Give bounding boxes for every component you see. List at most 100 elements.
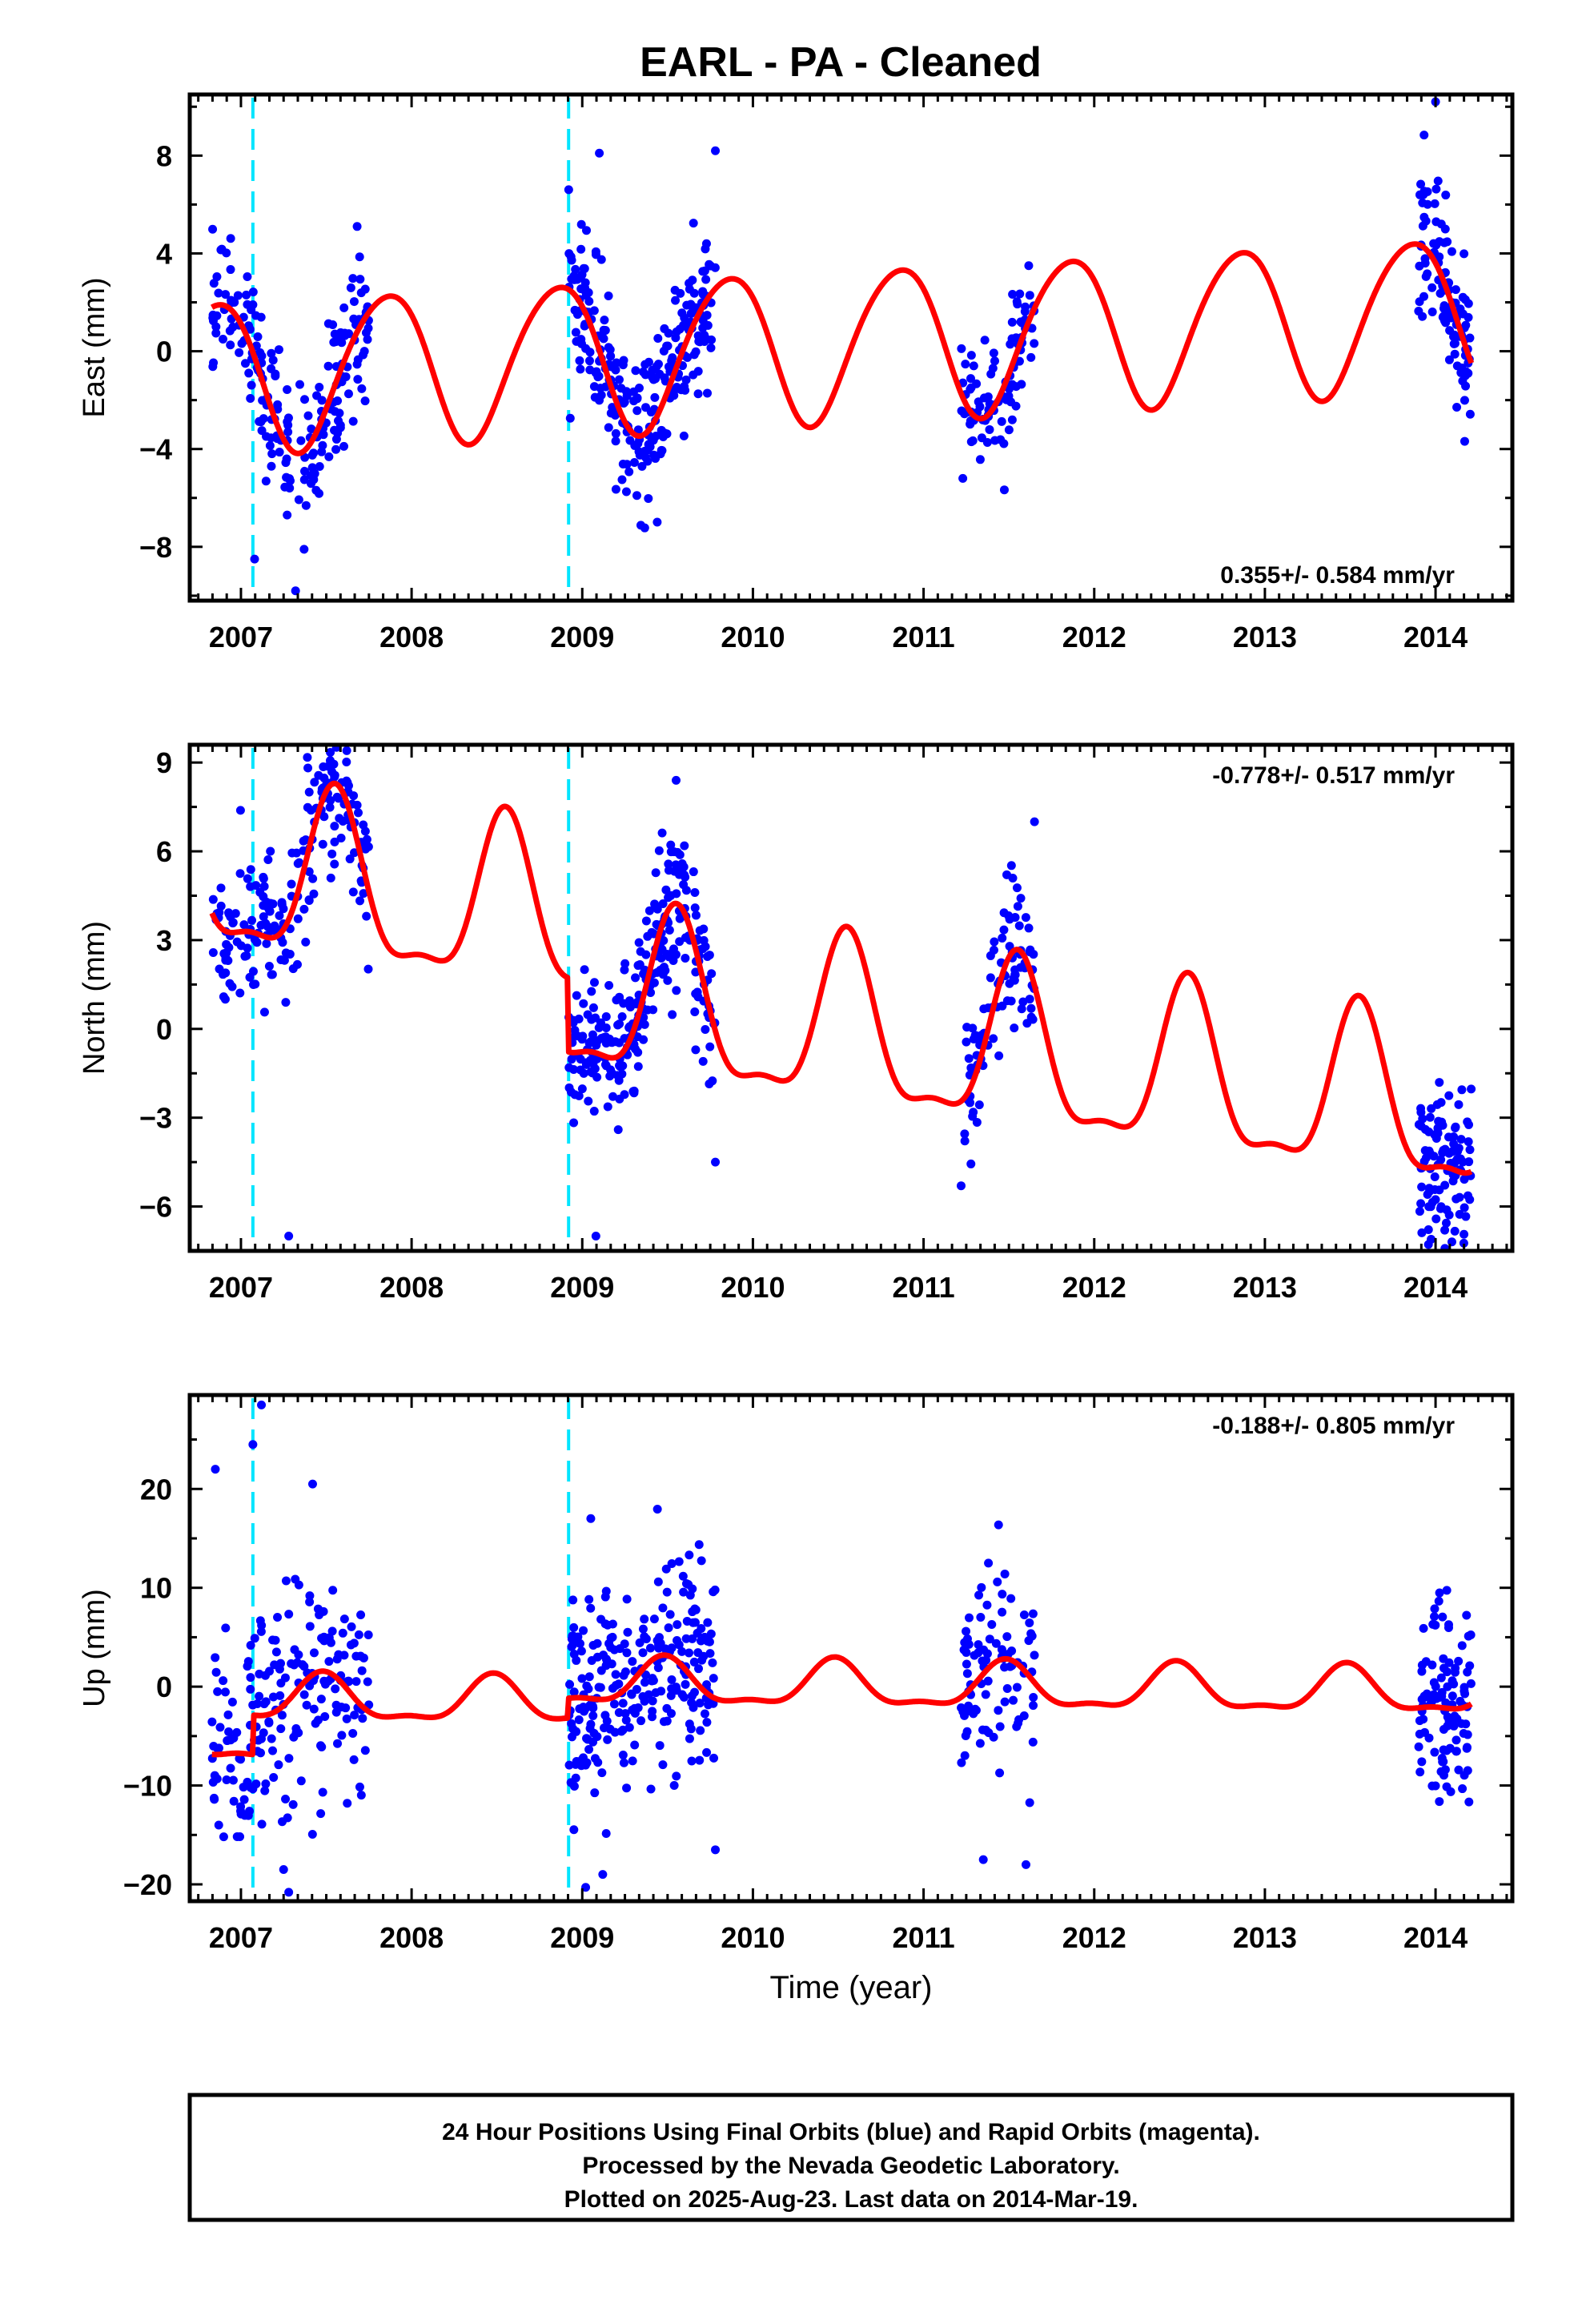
data-point [1423, 199, 1432, 209]
data-point [357, 1666, 367, 1675]
data-point [289, 1732, 299, 1742]
data-point [1452, 1156, 1461, 1166]
data-point [1460, 1203, 1469, 1212]
data-point [1006, 996, 1016, 1006]
data-point [267, 449, 277, 459]
data-point [591, 247, 600, 256]
data-point [1013, 300, 1022, 309]
data-point [659, 346, 669, 356]
data-point [670, 866, 680, 876]
data-point [586, 1514, 596, 1523]
data-point [1464, 1254, 1473, 1263]
data-point [608, 408, 618, 418]
data-point [611, 1670, 620, 1679]
data-point [1417, 1667, 1427, 1676]
data-point [603, 1735, 612, 1744]
data-point [259, 892, 268, 902]
data-point [576, 364, 585, 374]
data-point [691, 911, 701, 920]
footer-line-3: Plotted on 2025-Aug-23. Last data on 201… [564, 2186, 1138, 2213]
data-point [333, 1739, 343, 1748]
data-point [693, 1648, 703, 1658]
data-point [985, 1634, 994, 1644]
data-point [995, 1722, 1005, 1731]
data-point [628, 1705, 637, 1715]
data-point [613, 1125, 623, 1135]
x-tick-label: 2010 [721, 1921, 785, 1954]
data-point [662, 429, 672, 439]
data-point [323, 731, 332, 740]
data-point [707, 335, 717, 344]
data-point [969, 1108, 978, 1117]
data-point [1456, 1260, 1464, 1269]
data-point [677, 385, 686, 395]
data-point [323, 319, 333, 328]
data-point [329, 759, 339, 769]
data-point [574, 1715, 584, 1724]
data-point [977, 433, 986, 443]
data-point [644, 906, 654, 915]
data-point [982, 1649, 992, 1659]
data-point [1424, 1202, 1434, 1212]
data-point [1449, 339, 1459, 348]
data-point [687, 1756, 697, 1766]
data-point [605, 345, 615, 355]
data-point [1420, 1146, 1430, 1156]
data-point [962, 1037, 971, 1047]
data-point [1461, 320, 1471, 330]
data-point [612, 995, 621, 1005]
data-point [227, 982, 237, 991]
data-point [1030, 817, 1039, 826]
data-point [1415, 1207, 1424, 1216]
data-point [288, 964, 298, 974]
data-point [697, 1556, 706, 1566]
data-point [1462, 1743, 1472, 1752]
data-point [635, 960, 644, 970]
data-point [239, 1795, 249, 1804]
data-point [256, 1626, 266, 1636]
data-point [275, 1664, 284, 1674]
data-point [993, 1577, 1002, 1586]
data-point [689, 867, 698, 877]
data-point [702, 311, 712, 320]
data-point [1431, 184, 1441, 194]
data-point [1000, 1663, 1010, 1672]
data-point [634, 383, 644, 392]
data-point [611, 485, 620, 494]
data-point [654, 846, 664, 855]
data-point [262, 432, 271, 441]
data-point [362, 911, 371, 921]
data-point [957, 1758, 966, 1767]
data-point [711, 1845, 721, 1855]
data-point [273, 1612, 283, 1622]
data-point [1028, 1737, 1038, 1747]
data-point [601, 1039, 611, 1048]
data-point [700, 266, 709, 275]
data-point [291, 1723, 301, 1733]
data-point [672, 1771, 681, 1781]
data-point [705, 1042, 715, 1051]
x-tick-label: 2007 [209, 1271, 273, 1304]
data-point [565, 413, 575, 423]
data-point [1460, 295, 1470, 304]
data-point [239, 920, 249, 930]
data-point [975, 455, 985, 464]
data-point [1025, 1798, 1034, 1807]
data-point [295, 858, 304, 867]
data-point [632, 393, 642, 403]
data-point [1417, 1228, 1427, 1237]
data-point [685, 1734, 694, 1743]
data-point [1444, 1210, 1454, 1220]
data-point [1465, 1145, 1475, 1155]
data-point [576, 284, 586, 294]
data-point [264, 1718, 274, 1727]
data-point [1025, 1618, 1034, 1627]
data-point [962, 1727, 972, 1736]
data-point [287, 879, 296, 889]
data-point [360, 284, 370, 294]
data-point [575, 1638, 584, 1648]
data-point [1435, 288, 1445, 298]
data-point [207, 1717, 217, 1727]
data-point [1442, 1586, 1452, 1595]
data-point [674, 1557, 684, 1566]
